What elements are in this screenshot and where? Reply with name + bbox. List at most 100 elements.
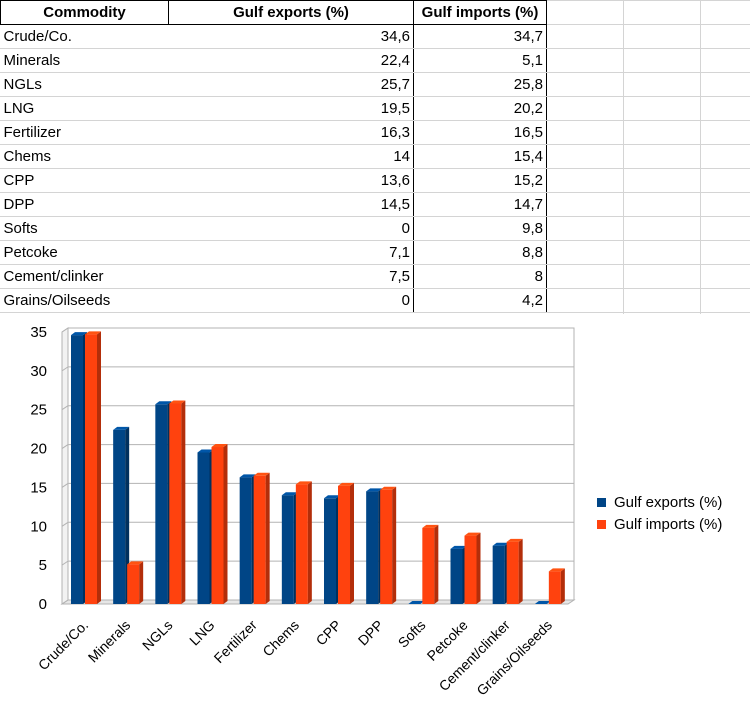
cell-imports[interactable]: 16,5 [413, 120, 547, 145]
column-header-imports[interactable]: Gulf imports (%) [413, 0, 547, 25]
x-tick-label: Minerals [85, 617, 134, 666]
cell-imports[interactable]: 4,2 [413, 288, 547, 313]
cell-exports[interactable]: 22,4 [168, 48, 414, 73]
chart-legend: Gulf exports (%) Gulf imports (%) [597, 494, 722, 533]
table-row: Cement/clinker 7,5 8 [0, 264, 547, 289]
y-tick-label: 35 [30, 324, 47, 341]
cell-imports[interactable]: 15,4 [413, 144, 547, 169]
bar-exports-8[interactable] [408, 601, 425, 604]
bar-exports-4[interactable] [239, 474, 256, 604]
table-body: Crude/Co. 34,6 34,7 Minerals 22,4 5,1 NGLs 25,7… [0, 24, 547, 313]
cell-imports[interactable]: 34,7 [413, 24, 547, 49]
bar-side [181, 400, 186, 604]
x-tick-label: CPP [313, 617, 345, 649]
cell-commodity[interactable]: Crude/Co. [0, 24, 169, 49]
bar-top [366, 488, 383, 492]
cell-commodity[interactable]: Grains/Oilseeds [0, 288, 169, 313]
bar-imports-8[interactable] [422, 524, 439, 604]
cell-commodity[interactable]: Petcoke [0, 240, 169, 265]
cell-exports[interactable]: 14 [168, 144, 414, 169]
bar-side [265, 472, 270, 604]
bar-imports-7[interactable] [380, 486, 397, 604]
bar-front [506, 541, 519, 604]
bar-imports-0[interactable] [85, 331, 101, 604]
y-axis-ticks: 0 5 10 15 20 25 30 35 [30, 324, 47, 613]
bar-top [211, 444, 228, 448]
x-tick-label: Fertilizer [211, 617, 261, 667]
cell-exports[interactable]: 7,5 [168, 264, 414, 289]
cell-imports[interactable]: 5,1 [413, 48, 547, 73]
y-tick-label: 15 [30, 479, 47, 496]
cell-commodity[interactable]: Chems [0, 144, 169, 169]
bar-top [197, 449, 214, 453]
bar-exports-2[interactable] [155, 401, 172, 604]
bar-front [127, 564, 140, 604]
bar-exports-6[interactable] [324, 495, 340, 604]
chart-gridlines [60, 327, 576, 605]
bar-exports-0[interactable] [71, 332, 87, 604]
cell-commodity[interactable]: Softs [0, 216, 169, 241]
bar-exports-9[interactable] [450, 545, 467, 604]
cell-imports[interactable]: 15,2 [413, 168, 547, 193]
bar-imports-1[interactable] [127, 561, 144, 604]
bar-front [464, 535, 477, 604]
bar-exports-3[interactable] [197, 449, 214, 604]
legend-label[interactable]: Gulf imports (%) [614, 516, 722, 533]
cell-imports[interactable]: 9,8 [413, 216, 547, 241]
column-header-exports[interactable]: Gulf exports (%) [168, 0, 414, 25]
bar-exports-7[interactable] [366, 488, 383, 604]
cell-commodity[interactable]: Fertilizer [0, 120, 169, 145]
cell-commodity[interactable]: Minerals [0, 48, 169, 73]
cell-imports[interactable]: 8 [413, 264, 547, 289]
cell-imports[interactable]: 14,7 [413, 192, 547, 217]
cell-exports[interactable]: 16,3 [168, 120, 414, 145]
bar-exports-1[interactable] [113, 426, 130, 604]
bar-imports-6[interactable] [338, 482, 354, 604]
bar-front [169, 403, 182, 604]
x-tick-label: Crude/Co. [35, 617, 91, 673]
bar-exports-10[interactable] [492, 542, 509, 604]
bar-front [380, 489, 393, 604]
grid-column-line [623, 0, 624, 314]
bar-exports-11[interactable] [534, 601, 551, 604]
cell-imports[interactable]: 25,8 [413, 72, 547, 97]
cell-commodity[interactable]: Cement/clinker [0, 264, 169, 289]
cell-commodity[interactable]: DPP [0, 192, 169, 217]
table-row: Fertilizer 16,3 16,5 [0, 120, 547, 145]
cell-exports[interactable]: 7,1 [168, 240, 414, 265]
bar-top [534, 601, 551, 604]
bar-top [295, 481, 312, 485]
legend-label[interactable]: Gulf exports (%) [614, 494, 722, 511]
cell-exports[interactable]: 25,7 [168, 72, 414, 97]
cell-exports[interactable]: 14,5 [168, 192, 414, 217]
cell-exports[interactable]: 34,6 [168, 24, 414, 49]
cell-commodity[interactable]: LNG [0, 96, 169, 121]
bar-exports-5[interactable] [281, 492, 298, 604]
cell-exports[interactable]: 0 [168, 288, 414, 313]
bar-front [295, 484, 308, 604]
bar-imports-3[interactable] [211, 444, 228, 604]
bar-imports-2[interactable] [169, 400, 186, 604]
bar-top [338, 482, 354, 486]
cell-imports[interactable]: 8,8 [413, 240, 547, 265]
cell-exports[interactable]: 0 [168, 216, 414, 241]
chart-area[interactable]: 0 5 10 15 20 25 30 35 Crude/Co. Minerals NGLs LNG F… [0, 314, 750, 711]
bar-front [253, 475, 266, 604]
cell-exports[interactable]: 13,6 [168, 168, 414, 193]
bar-imports-10[interactable] [506, 538, 523, 604]
cell-imports[interactable]: 20,2 [413, 96, 547, 121]
cell-commodity[interactable]: CPP [0, 168, 169, 193]
column-header-commodity[interactable]: Commodity [0, 0, 169, 25]
x-tick-label: Chems [259, 617, 302, 660]
cell-exports[interactable]: 19,5 [168, 96, 414, 121]
bar-imports-5[interactable] [295, 481, 312, 604]
cell-commodity[interactable]: NGLs [0, 72, 169, 97]
bar-side [476, 532, 481, 604]
bar-imports-9[interactable] [464, 532, 481, 604]
gridline-side [61, 405, 69, 411]
bar-imports-4[interactable] [253, 472, 270, 604]
bar-imports-11[interactable] [548, 568, 565, 604]
bar-front [324, 498, 336, 604]
bar-top [281, 492, 298, 496]
bar-front [85, 334, 97, 604]
